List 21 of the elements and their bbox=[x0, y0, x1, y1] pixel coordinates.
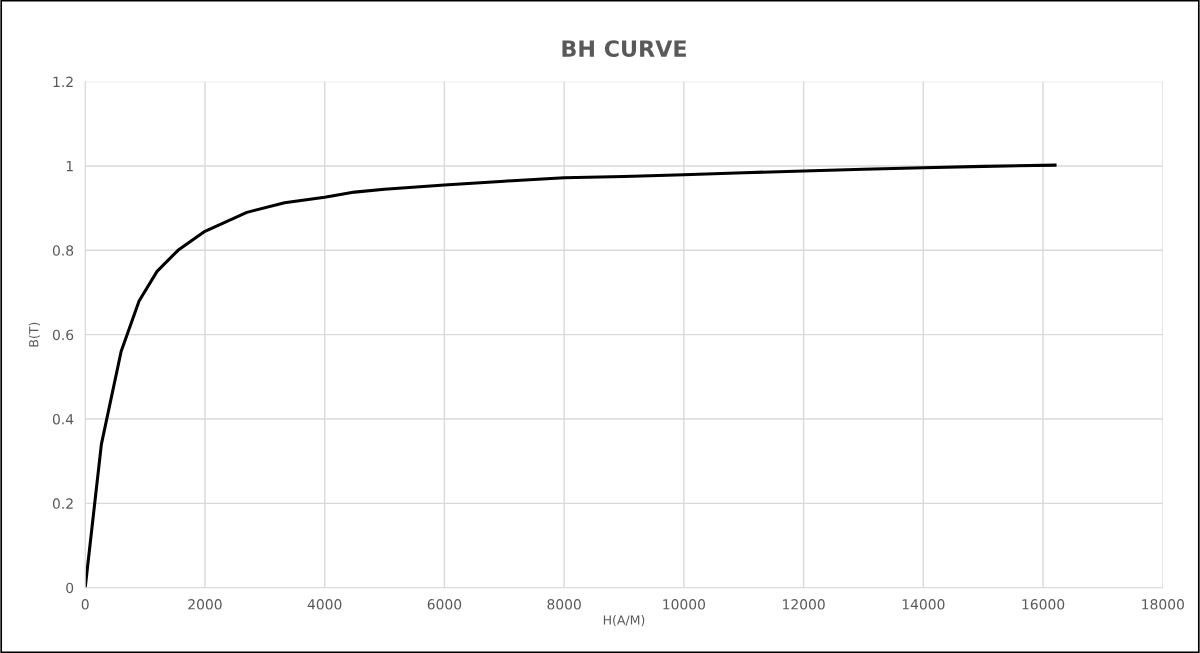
y-tick-label: 0 bbox=[66, 582, 74, 594]
x-tick-label: 0 bbox=[81, 599, 89, 610]
x-tick-label: 6000 bbox=[427, 599, 462, 610]
chart-title: BH CURVE bbox=[562, 40, 686, 57]
y-tick-label: 1.2 bbox=[53, 76, 73, 87]
y-tick-label: 1 bbox=[66, 161, 73, 172]
y-tick-label: 0.8 bbox=[52, 245, 74, 256]
x-tick-label: 8000 bbox=[547, 599, 581, 610]
line-series bbox=[85, 163, 1057, 588]
x-tick-label: 4000 bbox=[307, 599, 342, 610]
x-tick-label: 14000 bbox=[902, 599, 945, 610]
x-tick-label: 16000 bbox=[1022, 599, 1065, 610]
x-tick-label: 2000 bbox=[188, 599, 222, 610]
y-tick-label: 0.2 bbox=[52, 498, 73, 509]
y-tick-label: 0.4 bbox=[52, 413, 74, 425]
x-tick-label: 18000 bbox=[1142, 599, 1184, 610]
x-tick-label: 10000 bbox=[663, 599, 706, 610]
y-axis-title: B(T) bbox=[28, 322, 40, 347]
x-axis-title: H(A/M) bbox=[603, 615, 645, 627]
x-tick-label: 12000 bbox=[783, 599, 825, 610]
y-tick-label: 0.6 bbox=[52, 329, 74, 341]
